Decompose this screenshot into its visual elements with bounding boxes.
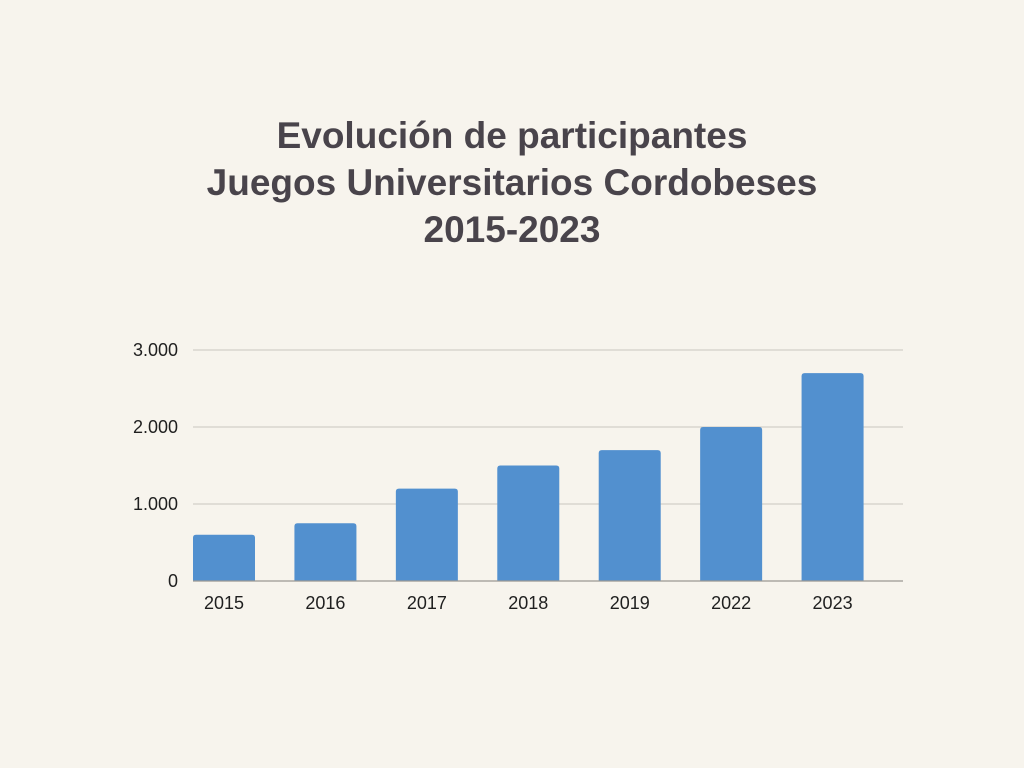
x-tick-label: 2015 bbox=[204, 593, 244, 613]
y-tick-label: 1.000 bbox=[133, 494, 178, 514]
bar-2019 bbox=[598, 450, 661, 581]
bar-2017 bbox=[395, 488, 458, 581]
bar-2023 bbox=[801, 373, 864, 581]
x-tick-label: 2017 bbox=[407, 593, 447, 613]
bar-2018 bbox=[497, 465, 560, 581]
x-tick-label: 2018 bbox=[508, 593, 548, 613]
chart-title-line-1: Evolución de participantes bbox=[276, 115, 748, 156]
x-tick-label: 2023 bbox=[813, 593, 853, 613]
bar-2015 bbox=[193, 534, 255, 581]
x-tick-label: 2022 bbox=[711, 593, 751, 613]
chart-title-line-2: Juegos Universitarios Cordobeses bbox=[206, 162, 818, 203]
x-tick-label: 2016 bbox=[305, 593, 345, 613]
bar-2022 bbox=[700, 427, 763, 581]
y-tick-label: 2.000 bbox=[133, 417, 178, 437]
x-tick-label: 2019 bbox=[610, 593, 650, 613]
chart-title-line-3: 2015-2023 bbox=[423, 209, 601, 250]
bar-2016 bbox=[294, 523, 357, 581]
chart-title: Evolución de participantes Juegos Univer… bbox=[0, 112, 1024, 253]
y-tick-label: 0 bbox=[168, 571, 178, 591]
y-tick-label: 3.000 bbox=[133, 340, 178, 360]
